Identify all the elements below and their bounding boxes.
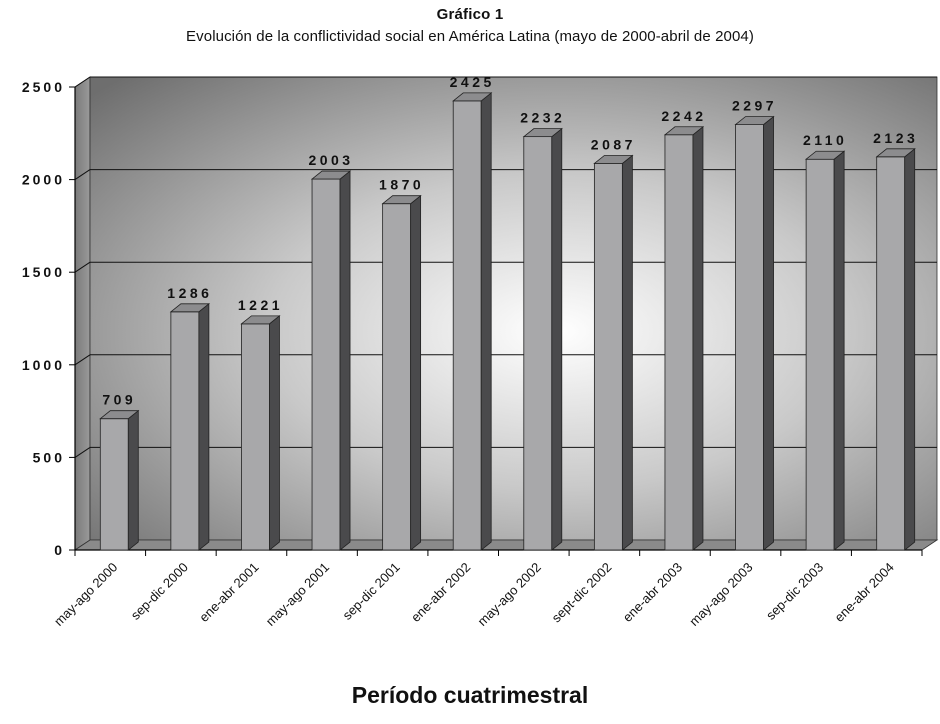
y-tick-label: 2500 [22,79,65,95]
bar [664,134,694,551]
x-tick-label: may-ago 2001 [263,560,332,629]
bar-side [763,115,774,551]
plot-left-wall [74,76,91,551]
gridline [74,354,91,366]
bar-side [904,147,916,551]
bar [593,163,623,551]
bar [170,311,200,551]
bar-top [169,303,211,313]
y-tick-label: 500 [33,449,65,465]
bar [523,136,553,551]
plot-back-wall [89,76,938,541]
y-tick-label: 0 [54,542,65,558]
data-label: 2232 [520,110,565,126]
bar-side [833,150,845,551]
bar [382,203,412,551]
bar-side [339,170,351,551]
bar-side [410,194,422,551]
bar-top [522,128,563,138]
bar [99,418,129,551]
bar-top [240,315,281,325]
x-axis-title: Período cuatrimestral [351,682,589,708]
bar-side [480,92,492,551]
data-label: 2297 [732,98,777,114]
bar [452,100,482,551]
bar [241,323,270,551]
x-tick-label: ene-abr 2003 [620,560,685,625]
bar-top [452,92,493,102]
bar-top [875,148,916,158]
bar-side [127,409,139,551]
data-label: 709 [102,392,136,408]
data-label: 2123 [873,130,918,146]
x-tick-label: sep-dic 2000 [128,560,191,623]
y-tick-label: 2000 [22,172,65,188]
chart-subtitle: Evolución de la conflictividad social en… [186,28,754,45]
x-tick-label: ene-abr 2004 [832,560,897,625]
bar-side [692,125,704,551]
bar-side [198,303,210,551]
bar [805,158,835,551]
gridline [74,446,91,458]
bar [735,124,764,551]
bar-top [99,410,140,420]
gridline [74,76,91,88]
bar-side [551,127,563,551]
bar-top [804,150,846,160]
bar-top [593,155,634,164]
y-tick-label: 1000 [22,357,65,373]
bar-side [269,315,280,551]
bar-top [734,116,775,125]
chart-title: Gráfico 1 [436,6,504,23]
bar-top [310,170,352,180]
x-tick-label: may-ago 2002 [475,560,544,629]
x-tick-label: sept-dic 2002 [549,560,615,626]
bar-top [381,195,422,205]
data-label: 2003 [308,152,353,168]
data-label: 1221 [238,297,283,313]
bar [311,178,341,551]
data-label: 2087 [591,136,636,152]
gridline [74,261,91,273]
data-label: 1870 [379,177,424,193]
x-tick-label: ene-abr 2002 [408,560,473,625]
x-tick-label: ene-abr 2001 [196,560,261,625]
x-tick-label: sep-dic 2001 [339,560,402,623]
y-tick-label: 1500 [22,264,65,280]
data-label: 2425 [450,74,495,90]
data-label: 2242 [661,108,706,124]
x-tick-label: may-ago 2003 [686,560,755,629]
x-tick-label: may-ago 2000 [51,560,120,629]
bar-side [621,154,633,551]
data-label: 2110 [803,132,847,148]
data-label: 1286 [167,285,212,301]
x-tick-label: sep-dic 2003 [763,560,826,623]
bar [876,156,906,551]
gridline [74,169,91,181]
bar-top [663,126,705,136]
